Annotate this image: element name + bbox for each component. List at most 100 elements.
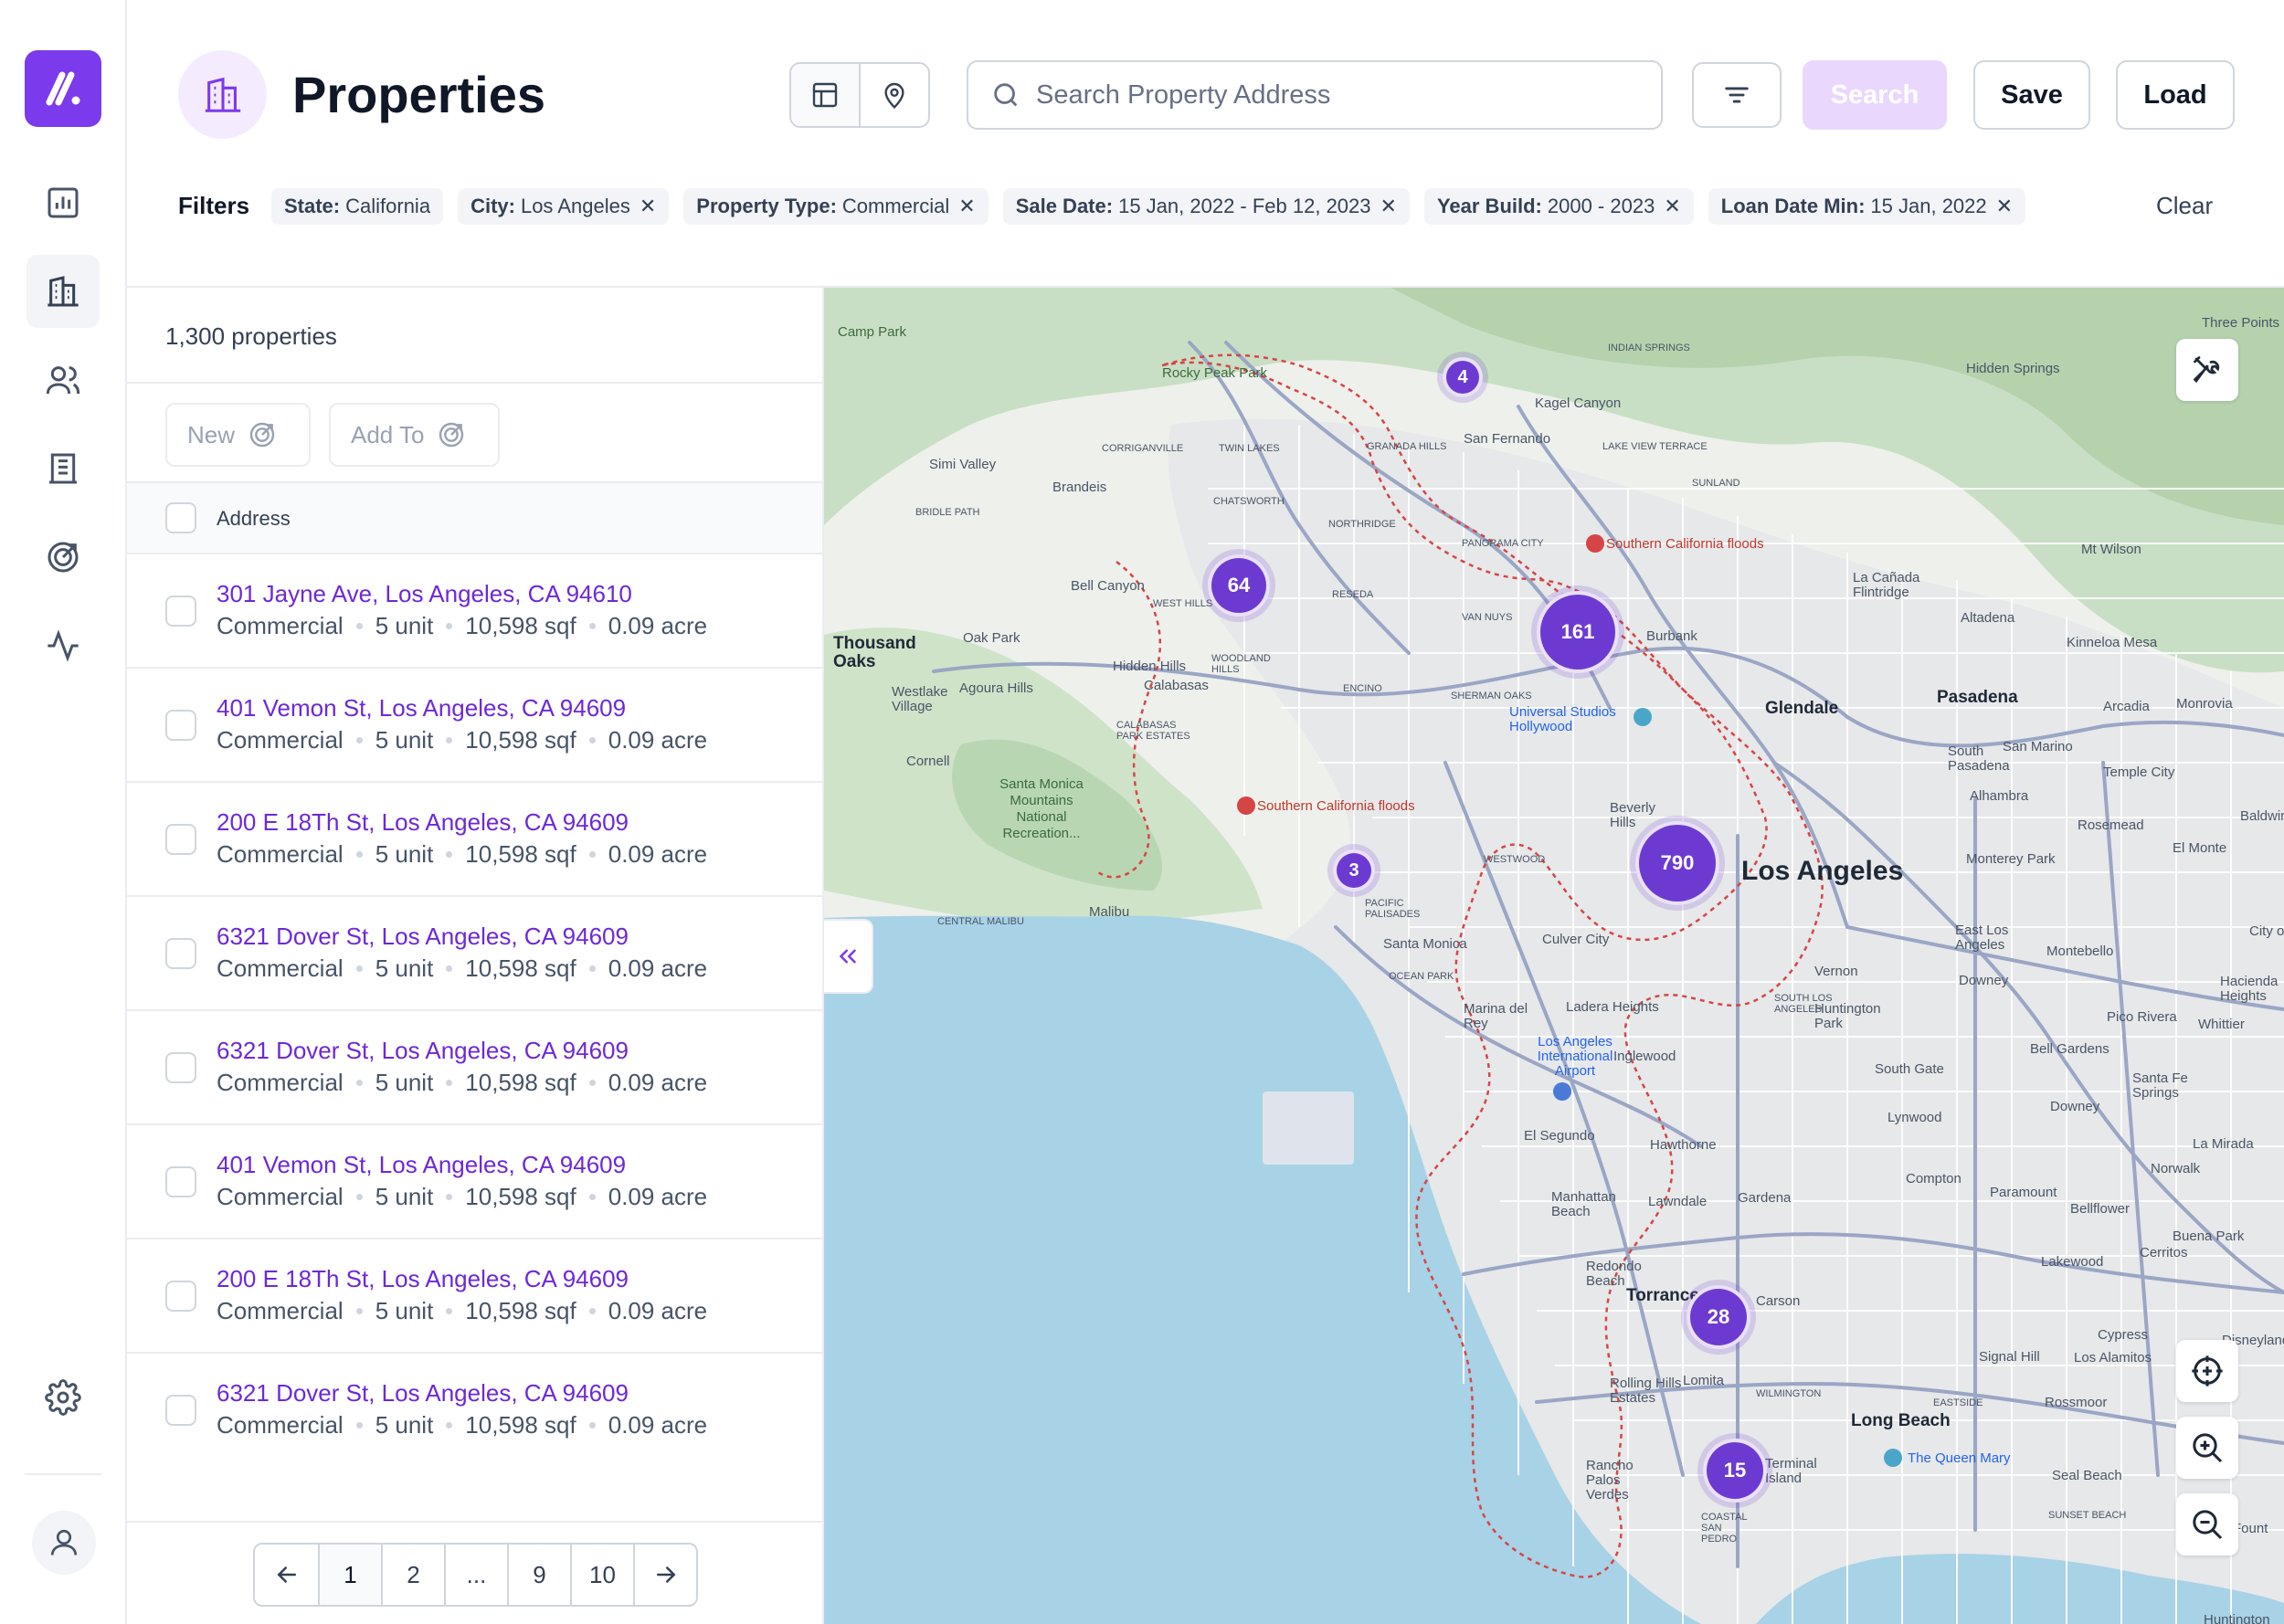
filter-chip-property-type[interactable]: Property Type: Commercial ✕ [683, 188, 989, 225]
map-label: Beverly Hills [1610, 800, 1656, 830]
map-cluster-marker[interactable]: 3 [1333, 849, 1375, 891]
search-button[interactable]: Search [1803, 60, 1947, 130]
property-units: 5 unit [375, 1411, 434, 1439]
row-checkbox[interactable] [165, 938, 196, 969]
map-cluster-marker[interactable]: 790 [1635, 821, 1719, 905]
locate-button[interactable] [2176, 1340, 2238, 1402]
table-row[interactable]: 301 Jayne Ave, Los Angeles, CA 94610 Com… [127, 554, 822, 669]
table-row[interactable]: 6321 Dover St, Los Angeles, CA 94609 Com… [127, 1011, 822, 1125]
close-icon[interactable]: ✕ [1380, 195, 1397, 217]
row-checkbox[interactable] [165, 1166, 196, 1197]
map-cluster-marker[interactable]: 64 [1208, 554, 1270, 617]
map-label: La Cañada Flintridge [1853, 570, 1920, 600]
map-label: Temple City [2103, 765, 2175, 780]
save-button[interactable]: Save [1973, 60, 2090, 130]
map-label: Gardena [1738, 1190, 1792, 1206]
load-button[interactable]: Load [2116, 60, 2235, 130]
nav-campaigns-button[interactable] [26, 521, 100, 594]
filter-chip-year-build[interactable]: Year Build: 2000 - 2023 ✕ [1423, 188, 1694, 225]
map-label: Cerritos [2140, 1245, 2188, 1260]
map-label: Southern California floods [1257, 798, 1415, 814]
map-label: Alhambra [1970, 788, 2029, 804]
filter-chip-city[interactable]: City: Los Angeles ✕ [458, 188, 670, 225]
map-label: Los Angeles International Airport [1537, 1034, 1613, 1079]
nav-dashboard-button[interactable] [26, 166, 100, 239]
nav-activity-button[interactable] [26, 609, 100, 682]
page-button[interactable]: 9 [507, 1545, 570, 1605]
property-address-link[interactable]: 6321 Dover St, Los Angeles, CA 94609 [217, 1037, 629, 1064]
property-address-link[interactable]: 301 Jayne Ave, Los Angeles, CA 94610 [217, 580, 632, 607]
row-checkbox[interactable] [165, 1052, 196, 1083]
search-field[interactable] [967, 60, 1663, 130]
map-label: Downey [1959, 973, 2009, 988]
prev-page-button[interactable] [255, 1545, 318, 1605]
map-label: PACIFIC PALISADES [1365, 898, 1421, 920]
separator-dot [588, 1080, 596, 1086]
row-checkbox[interactable] [165, 1395, 196, 1426]
clear-filters-button[interactable]: Clear [2156, 192, 2214, 219]
avatar[interactable] [32, 1511, 96, 1575]
filter-chip-state[interactable]: State: California [271, 188, 444, 225]
search-input[interactable] [1036, 79, 1639, 111]
property-address-link[interactable]: 6321 Dover St, Los Angeles, CA 94609 [217, 923, 629, 950]
property-address-link[interactable]: 200 E 18Th St, Los Angeles, CA 94609 [217, 808, 629, 836]
separator-dot [588, 1422, 596, 1429]
zoom-out-button[interactable] [2176, 1493, 2238, 1555]
table-row[interactable]: 6321 Dover St, Los Angeles, CA 94609 Com… [127, 1354, 822, 1468]
separator-dot [446, 1422, 453, 1429]
nav-documents-button[interactable] [26, 432, 100, 505]
row-checkbox[interactable] [165, 710, 196, 741]
property-address-link[interactable]: 401 Vemon St, Los Angeles, CA 94609 [217, 1151, 627, 1178]
property-sqft: 10,598 sqf [465, 840, 576, 868]
nav-properties-button[interactable] [26, 255, 100, 328]
brand-logo-icon[interactable] [25, 50, 101, 127]
table-row[interactable]: 200 E 18Th St, Los Angeles, CA 94609 Com… [127, 1239, 822, 1354]
page-button[interactable]: 1 [318, 1545, 381, 1605]
page-button[interactable]: 2 [381, 1545, 444, 1605]
map-cluster-marker[interactable]: 28 [1687, 1285, 1750, 1349]
property-address-link[interactable]: 6321 Dover St, Los Angeles, CA 94609 [217, 1379, 629, 1407]
close-icon[interactable]: ✕ [958, 195, 976, 217]
table-row[interactable]: 200 E 18Th St, Los Angeles, CA 94609 Com… [127, 783, 822, 897]
table-row[interactable]: 401 Vemon St, Los Angeles, CA 94609 Comm… [127, 669, 822, 783]
close-icon[interactable]: ✕ [1995, 195, 2014, 217]
map-label: LAKE VIEW TERRACE [1602, 441, 1708, 452]
map-cluster-marker[interactable]: 161 [1537, 591, 1619, 673]
chip-value: Commercial [841, 195, 950, 217]
property-address-link[interactable]: 200 E 18Th St, Los Angeles, CA 94609 [217, 1265, 629, 1292]
property-acre: 0.09 acre [608, 954, 708, 982]
map-cluster-marker[interactable]: 15 [1703, 1439, 1767, 1503]
select-all-checkbox[interactable] [165, 502, 196, 533]
map-view-button[interactable] [859, 64, 928, 126]
filter-button[interactable] [1692, 62, 1782, 128]
table-row[interactable]: 401 Vemon St, Los Angeles, CA 94609 Comm… [127, 1125, 822, 1239]
filter-chip-sale-date[interactable]: Sale Date: 15 Jan, 2022 - Feb 12, 2023 ✕ [1002, 188, 1410, 225]
map-label: Rosemead [2078, 817, 2144, 833]
zoom-in-button[interactable] [2176, 1417, 2238, 1479]
map-label: Westlake Village [892, 684, 948, 714]
map-tools-button[interactable] [2176, 339, 2238, 401]
new-button[interactable]: New [165, 403, 311, 467]
header-divider [127, 286, 2284, 288]
map-label: OCEAN PARK [1389, 971, 1454, 982]
collapse-panel-button[interactable] [824, 919, 873, 994]
row-checkbox[interactable] [165, 596, 196, 627]
nav-contacts-button[interactable] [26, 343, 100, 417]
map-cluster-marker[interactable]: 4 [1443, 357, 1483, 397]
property-address-link[interactable]: 401 Vemon St, Los Angeles, CA 94609 [217, 694, 627, 722]
close-icon[interactable]: ✕ [639, 195, 657, 217]
table-view-button[interactable] [791, 64, 859, 126]
map-label: Bellflower [2070, 1201, 2131, 1217]
add-to-button[interactable]: Add To [329, 403, 500, 467]
close-icon[interactable]: ✕ [1664, 195, 1681, 217]
settings-button[interactable] [26, 1361, 100, 1434]
row-checkbox[interactable] [165, 1281, 196, 1312]
table-row[interactable]: 6321 Dover St, Los Angeles, CA 94609 Com… [127, 897, 822, 1011]
map-label: Agoura Hills [959, 680, 1033, 696]
row-checkbox[interactable] [165, 824, 196, 855]
filter-chip-loan-date-min[interactable]: Loan Date Min: 15 Jan, 2022 ✕ [1708, 188, 2026, 225]
map-label: Malibu [1089, 904, 1130, 920]
page-button[interactable]: 10 [570, 1545, 633, 1605]
next-page-button[interactable] [633, 1545, 696, 1605]
map-view[interactable]: Camp Park Rocky Peak Park Simi Valley Br… [824, 288, 2284, 1624]
